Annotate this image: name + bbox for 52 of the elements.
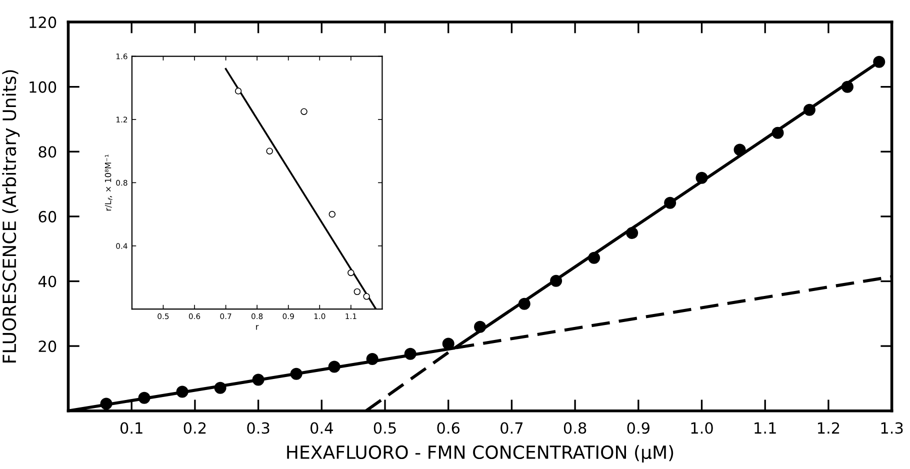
x-tick-label: 1.1 — [754, 422, 776, 434]
y-tick-label: 60 — [38, 210, 56, 222]
y-tick-label: 80 — [38, 146, 56, 158]
x-tick-label: 0.9 — [627, 422, 650, 434]
x-tick-label: 1.2 — [818, 422, 840, 434]
point — [363, 293, 370, 300]
y-tick-label: 100 — [30, 81, 56, 93]
x-tick-label: 0.6 — [437, 422, 460, 434]
point — [588, 252, 600, 264]
point — [696, 172, 708, 184]
x-tick-label: 0.1 — [120, 422, 142, 434]
point — [234, 88, 242, 94]
y-tick-label: 20 — [38, 340, 56, 352]
y-tick-label: 40 — [38, 276, 56, 288]
y-axis-title: FLUORESCENCE (Arbitrary Units) — [2, 70, 20, 362]
point — [841, 80, 854, 93]
x-tick-label: 0.8 — [564, 422, 586, 434]
point — [626, 226, 638, 239]
x-axis-title: r — [256, 325, 259, 330]
point — [518, 298, 530, 310]
point — [404, 348, 416, 360]
point — [328, 210, 336, 218]
point — [348, 269, 354, 276]
point — [734, 144, 746, 156]
y-axis-title: r/L$_{f}$, × 10⁸M⁻¹ — [104, 154, 112, 210]
point — [803, 104, 816, 116]
point — [266, 148, 273, 154]
point — [100, 398, 112, 410]
x-tick-label: 0.2 — [184, 422, 206, 434]
x-tick-label: 1.0 — [691, 422, 713, 434]
point — [176, 386, 188, 398]
x-tick-label: 0.7 — [500, 422, 523, 434]
point — [354, 288, 361, 296]
point — [550, 274, 562, 287]
point — [252, 374, 264, 386]
point — [474, 320, 486, 333]
point — [442, 338, 454, 350]
x-tick-label: 1.3 — [881, 422, 903, 434]
point — [664, 196, 676, 209]
point — [873, 56, 886, 68]
x-tick-label: 0.4 — [310, 422, 333, 434]
point — [138, 392, 150, 404]
point — [214, 382, 226, 394]
point — [772, 126, 784, 139]
point — [290, 368, 302, 380]
point — [300, 108, 308, 115]
point — [366, 352, 378, 366]
x-tick-label: 0.5 — [374, 422, 396, 434]
x-axis-title: HEXAFLUORO - FMN CONCENTRATION (μM) — [287, 445, 674, 463]
point — [328, 360, 340, 373]
y-tick-label: 120 — [30, 16, 56, 28]
x-tick-label: 0.3 — [247, 422, 270, 434]
